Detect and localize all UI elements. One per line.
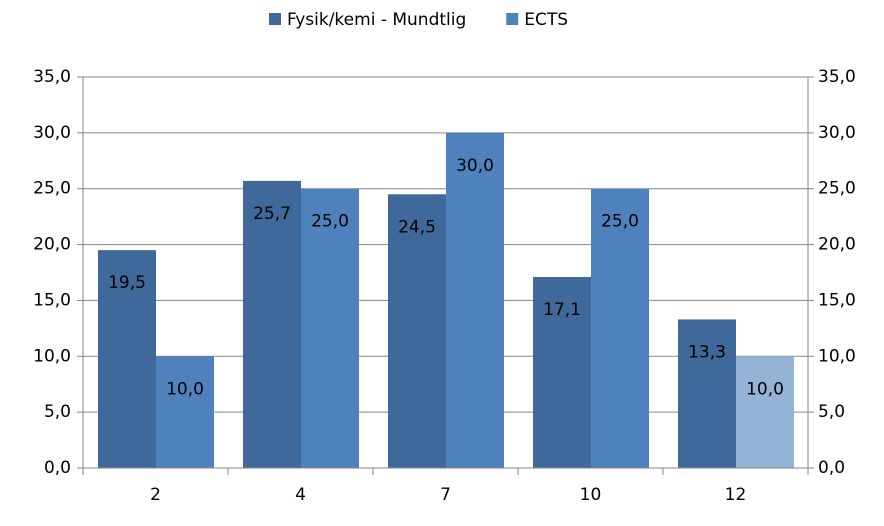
data-label: 25,0 bbox=[601, 212, 639, 232]
data-label: 17,1 bbox=[543, 300, 581, 320]
data-label: 13,3 bbox=[688, 342, 726, 362]
y2-tick-label: 35,0 bbox=[818, 67, 856, 87]
y2-tick-label: 15,0 bbox=[818, 290, 856, 310]
data-label: 25,0 bbox=[311, 212, 349, 232]
data-label: 10,0 bbox=[746, 379, 784, 399]
y-tick-label: 15,0 bbox=[33, 290, 71, 310]
y2-tick-label: 10,0 bbox=[818, 346, 856, 366]
bar bbox=[156, 356, 214, 468]
bar bbox=[736, 356, 794, 468]
data-label: 19,5 bbox=[108, 273, 146, 293]
bar bbox=[98, 250, 156, 468]
y2-tick-label: 25,0 bbox=[818, 179, 856, 199]
data-label: 25,7 bbox=[253, 204, 291, 224]
bar bbox=[243, 180, 301, 468]
y-tick-label: 5,0 bbox=[44, 402, 71, 422]
bar bbox=[301, 188, 359, 468]
data-label: 24,5 bbox=[398, 217, 436, 237]
y2-tick-label: 5,0 bbox=[818, 402, 845, 422]
y2-tick-label: 0,0 bbox=[818, 458, 845, 478]
data-label: 10,0 bbox=[166, 379, 204, 399]
y-tick-label: 35,0 bbox=[33, 67, 71, 87]
x-tick-label: 7 bbox=[440, 485, 451, 505]
x-tick-label: 4 bbox=[295, 485, 306, 505]
y-tick-label: 25,0 bbox=[33, 179, 71, 199]
bar bbox=[591, 188, 649, 468]
y-tick-label: 0,0 bbox=[44, 458, 71, 478]
data-label: 30,0 bbox=[456, 156, 494, 176]
legend-label: ECTS bbox=[524, 10, 568, 30]
x-tick-label: 10 bbox=[580, 485, 602, 505]
y2-tick-label: 30,0 bbox=[818, 123, 856, 143]
legend-label: Fysik/kemi - Mundtlig bbox=[287, 10, 466, 30]
bar bbox=[446, 132, 504, 468]
bar bbox=[533, 276, 591, 468]
y-tick-label: 30,0 bbox=[33, 123, 71, 143]
legend-swatch bbox=[506, 13, 519, 25]
y-tick-label: 20,0 bbox=[33, 235, 71, 255]
y-tick-label: 10,0 bbox=[33, 346, 71, 366]
legend-swatch bbox=[269, 13, 281, 25]
x-tick-label: 2 bbox=[150, 485, 161, 505]
bar bbox=[678, 319, 736, 468]
y2-tick-label: 20,0 bbox=[818, 235, 856, 255]
x-tick-label: 12 bbox=[725, 485, 747, 505]
bar bbox=[388, 194, 446, 469]
